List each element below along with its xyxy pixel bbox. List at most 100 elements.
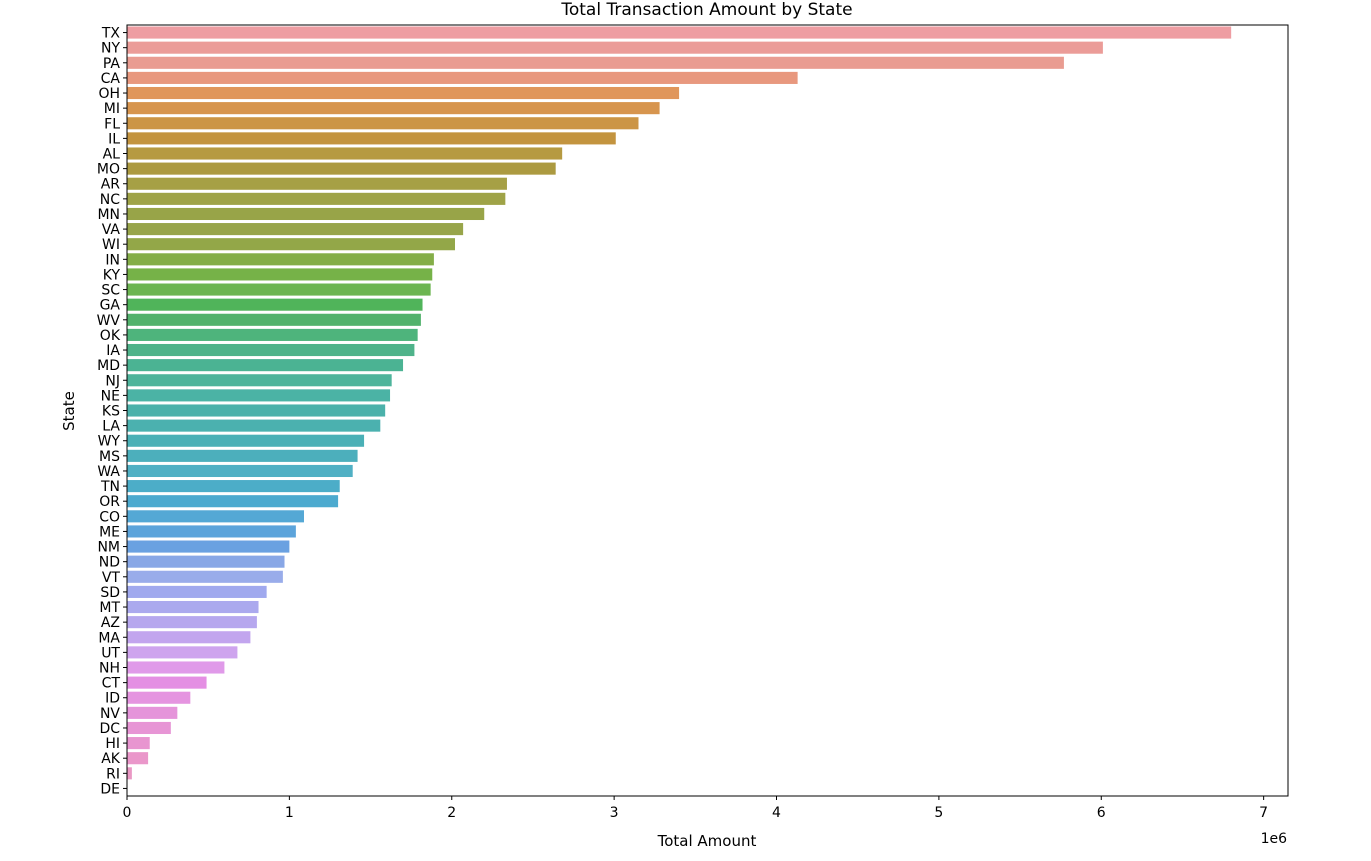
bar-tx: [127, 26, 1232, 39]
bar-co: [127, 510, 304, 523]
y-tick-label: HI: [105, 736, 120, 752]
y-tick-label: KS: [102, 404, 120, 420]
y-tick-label: IN: [105, 252, 120, 268]
bar-ma: [127, 631, 251, 644]
x-tick-label: 2: [447, 805, 456, 821]
bar-nc: [127, 192, 506, 205]
bar-fl: [127, 117, 639, 130]
y-tick-label: ID: [105, 691, 120, 707]
y-tick-label: NV: [100, 706, 120, 722]
y-tick-label: NH: [99, 661, 120, 677]
x-tick-label: 1: [285, 805, 294, 821]
y-tick-label: GA: [100, 298, 121, 314]
bar-ok: [127, 328, 418, 341]
y-tick-label: TN: [100, 479, 120, 495]
y-tick-label: ND: [99, 555, 120, 571]
bar-dc: [127, 721, 171, 735]
bar-sc: [127, 283, 431, 296]
bar-ut: [127, 646, 238, 659]
bar-nd: [127, 555, 285, 568]
y-tick-label: WV: [97, 313, 121, 329]
bar-mn: [127, 207, 485, 221]
y-tick-label: WA: [97, 464, 120, 480]
y-tick-label: VA: [102, 222, 121, 238]
y-tick-label: MS: [99, 449, 120, 465]
bar-ga: [127, 298, 423, 311]
bar-ia: [127, 343, 415, 357]
bar-ct: [127, 676, 207, 689]
bar-vt: [127, 570, 283, 583]
bar-ri: [127, 767, 132, 780]
x-tick-label: 5: [934, 805, 943, 821]
bar-wy: [127, 434, 365, 447]
bar-la: [127, 419, 381, 432]
bar-id: [127, 691, 191, 704]
bar-wa: [127, 464, 353, 478]
x-tick-label: 4: [772, 805, 781, 821]
bar-or: [127, 495, 339, 508]
y-tick-label: DE: [100, 781, 120, 797]
x-tick-label: 7: [1259, 805, 1268, 821]
y-tick-label: OR: [99, 494, 120, 510]
bar-hi: [127, 737, 150, 750]
x-axis-label: Total Amount: [657, 832, 757, 850]
y-tick-label: NC: [100, 192, 120, 208]
y-tick-label: AZ: [101, 615, 120, 631]
y-tick-label: MA: [98, 630, 120, 646]
bar-va: [127, 223, 464, 236]
y-tick-label: NE: [101, 388, 120, 404]
y-tick-label: KY: [103, 267, 121, 283]
x-axis-ticks: 0 1 2 3 4 5 6 7: [123, 796, 1268, 821]
y-tick-label: MD: [97, 358, 120, 374]
x-tick-label: 6: [1097, 805, 1106, 821]
y-tick-label: SD: [100, 585, 120, 601]
bar-ne: [127, 389, 391, 402]
plot-frame: [126, 24, 1289, 797]
y-tick-label: RI: [106, 766, 120, 782]
y-tick-label: NY: [101, 41, 120, 57]
bar-az: [127, 616, 257, 629]
y-tick-label: WI: [102, 237, 120, 253]
bar-md: [127, 359, 404, 372]
x-tick-label: 3: [610, 805, 619, 821]
bar-in: [127, 253, 434, 266]
x-tick-label: 0: [123, 805, 132, 821]
bar-me: [127, 525, 296, 538]
bar-ny: [127, 41, 1103, 54]
y-tick-label: WY: [98, 434, 121, 450]
chart-title: Total Transaction Amount by State: [560, 0, 852, 20]
bar-nm: [127, 540, 290, 553]
y-tick-label: DC: [99, 721, 120, 737]
y-tick-label: NM: [97, 540, 120, 556]
y-tick-label: MI: [104, 101, 120, 117]
x-axis-offset-label: 1e6: [1261, 831, 1288, 847]
y-tick-label: PA: [103, 56, 121, 72]
bar-pa: [127, 56, 1064, 69]
bar-ca: [127, 71, 798, 84]
bar-tn: [127, 480, 340, 493]
y-tick-label: IL: [108, 131, 120, 147]
y-tick-label: FL: [104, 116, 120, 132]
y-tick-label: AK: [101, 751, 121, 767]
bars-group: [127, 26, 1232, 780]
bar-wv: [127, 313, 421, 326]
y-tick-label: IA: [106, 343, 120, 359]
y-tick-label: MO: [97, 162, 120, 178]
y-tick-label: OK: [100, 328, 121, 344]
bar-nh: [127, 661, 225, 674]
y-axis-label: State: [60, 391, 78, 431]
bar-al: [127, 147, 563, 160]
y-axis-ticks: TXNYPACAOHMIFLILALMOARNCMNVAWIINKYSCGAWV…: [97, 26, 127, 797]
y-tick-label: UT: [101, 645, 120, 661]
bar-nv: [127, 706, 178, 719]
bar-ak: [127, 752, 149, 765]
y-tick-label: AR: [101, 177, 121, 193]
y-tick-label: VT: [102, 570, 121, 586]
bar-sd: [127, 585, 267, 598]
y-tick-label: MT: [99, 600, 120, 616]
bar-il: [127, 132, 616, 145]
y-tick-label: SC: [101, 283, 120, 299]
bar-mt: [127, 600, 259, 614]
y-tick-label: ME: [99, 524, 120, 540]
